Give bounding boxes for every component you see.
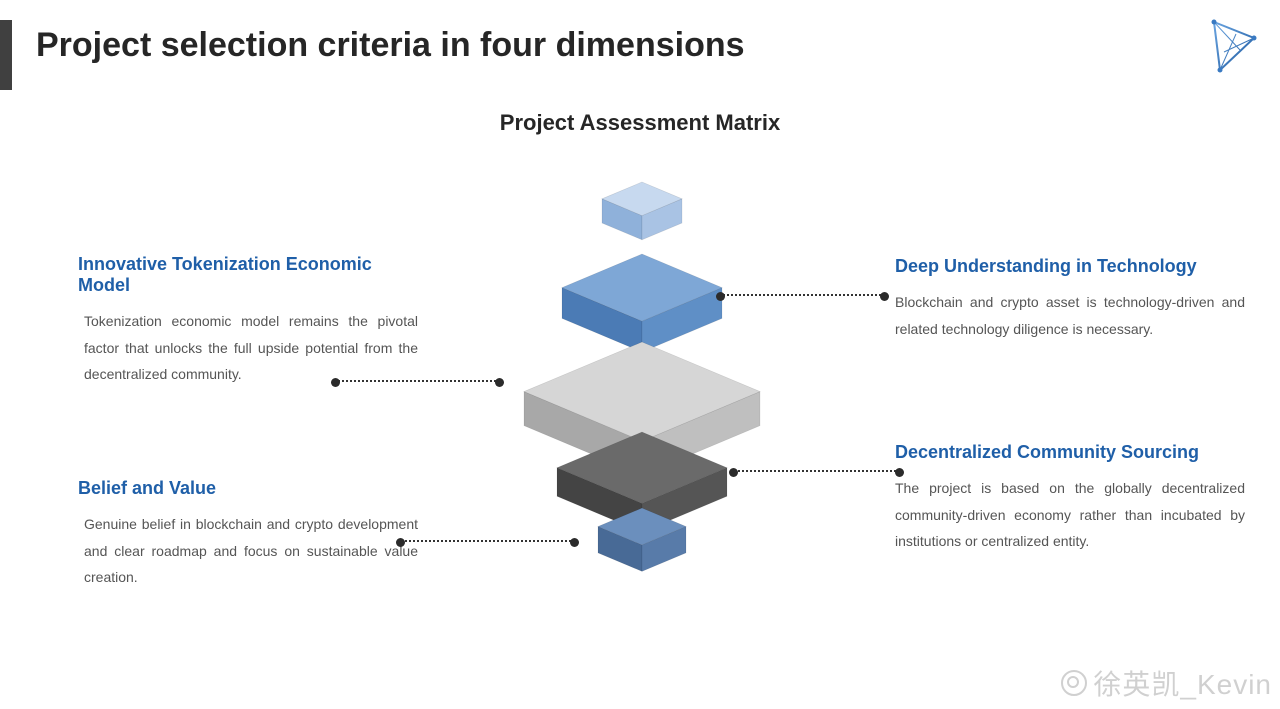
subtitle: Project Assessment Matrix [0,110,1280,136]
connector-community [733,470,900,472]
block-b2 [560,252,724,354]
callout-belief: Belief and Value Genuine belief in blockc… [78,478,418,591]
title-accent-bar [0,20,12,90]
connector-dot [880,292,889,301]
callout-heading: Innovative Tokenization Economic Model [78,254,418,296]
callout-heading: Deep Understanding in Technology [895,256,1245,277]
callout-body: Genuine belief in blockchain and crypto … [78,511,418,591]
block-b5 [596,506,688,573]
connector-dot [895,468,904,477]
callout-community: Decentralized Community Sourcing The proj… [895,442,1245,555]
callout-body: Tokenization economic model remains the … [78,308,418,388]
connector-dot [331,378,340,387]
callout-body: The project is based on the globally dec… [895,475,1245,555]
weibo-icon [1061,670,1087,696]
connector-tokenization [335,380,500,382]
connector-dot [495,378,504,387]
connector-dot [396,538,405,547]
page-title: Project selection criteria in four dimen… [36,26,745,65]
stacked-blocks-diagram [510,180,770,590]
connector-belief [400,540,575,542]
connector-technology [720,294,885,296]
connector-dot [570,538,579,547]
callout-tokenization: Innovative Tokenization Economic Model To… [78,254,418,388]
connector-dot [729,468,738,477]
callout-body: Blockchain and crypto asset is technolog… [895,289,1245,342]
watermark-text: 徐英凯_Kevin [1093,663,1272,703]
callout-heading: Decentralized Community Sourcing [895,442,1245,463]
callout-heading: Belief and Value [78,478,418,499]
connector-dot [716,292,725,301]
logo-icon [1210,18,1258,74]
block-b1 [600,180,684,242]
watermark: 徐英凯_Kevin [1061,663,1272,703]
callout-technology: Deep Understanding in Technology Blockcha… [895,256,1245,342]
